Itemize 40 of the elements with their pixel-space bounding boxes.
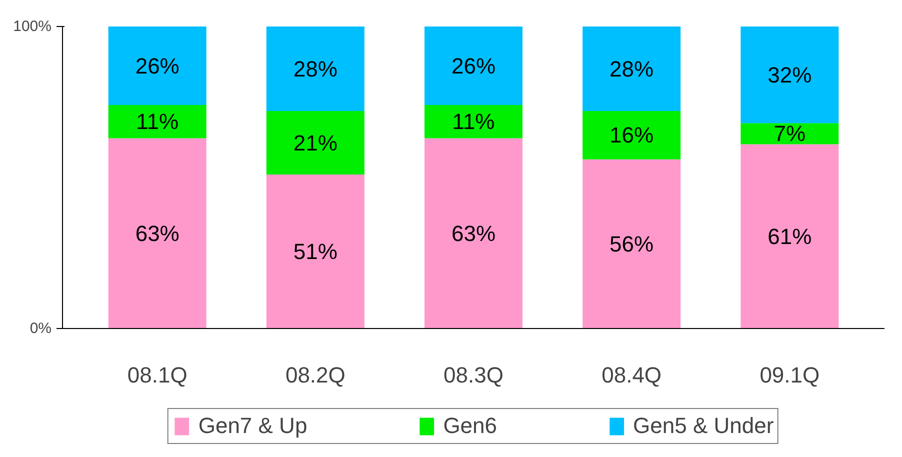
data-label: 7% [774, 121, 806, 146]
data-label: 28% [293, 56, 338, 82]
bar [582, 111, 681, 160]
x-tick-label: 08.3Q [444, 362, 504, 388]
bar [108, 138, 206, 328]
data-label: 28% [610, 56, 654, 82]
x-tick-label: 08.1Q [127, 362, 188, 388]
legend-label: Gen5 & Under [633, 413, 774, 439]
bar [740, 144, 839, 328]
data-label: 26% [451, 53, 496, 78]
y-tick-label: 0% [30, 320, 52, 337]
bar [582, 26, 681, 112]
x-tick-label: 08.4Q [602, 362, 662, 388]
bar [424, 138, 523, 328]
data-label: 21% [293, 130, 338, 156]
data-label: 56% [610, 231, 654, 256]
bar [266, 111, 364, 174]
bar [582, 159, 681, 328]
data-label: 32% [768, 62, 812, 88]
data-label: 63% [135, 220, 180, 246]
data-label: 26% [135, 53, 180, 78]
data-label: 51% [293, 238, 338, 264]
y-tick-label: 100% [13, 18, 52, 35]
data-label: 61% [768, 224, 812, 249]
x-tick-label: 09.1Q [760, 362, 820, 388]
bar [740, 26, 839, 124]
data-label: 63% [451, 220, 496, 246]
data-label: 11% [136, 109, 179, 134]
legend-label: Gen7 & Up [198, 413, 308, 439]
bar [424, 105, 523, 138]
bar [108, 105, 206, 138]
legend-label: Gen6 [443, 413, 498, 439]
bar [266, 174, 364, 328]
bar [108, 26, 206, 106]
bar [424, 26, 523, 106]
bar [740, 123, 839, 144]
data-label: 16% [610, 122, 654, 148]
data-label: 11% [452, 109, 495, 134]
bar [266, 26, 364, 112]
x-tick-label: 08.2Q [285, 362, 346, 388]
